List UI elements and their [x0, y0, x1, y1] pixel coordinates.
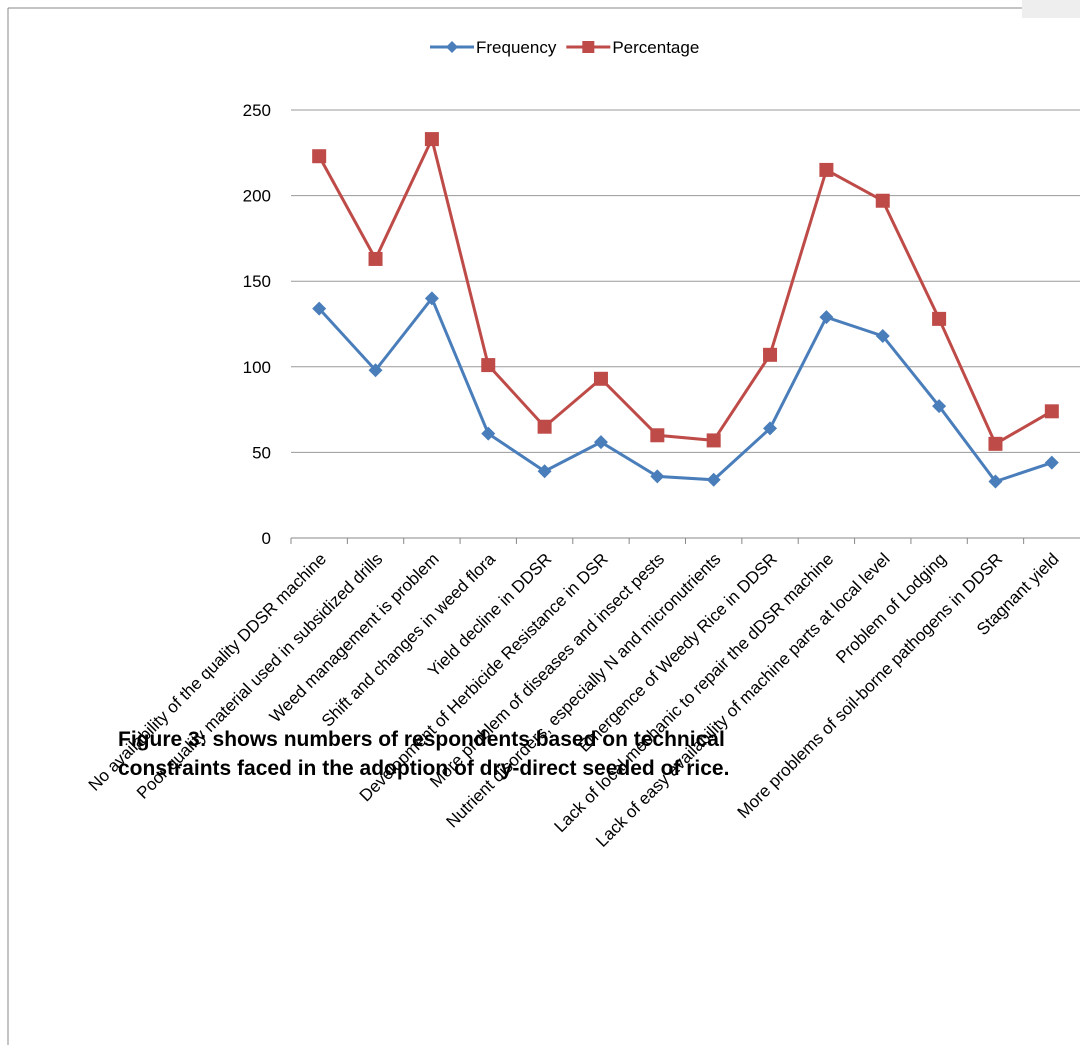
x-tick-label: Problem of Lodging [832, 549, 950, 667]
legend-label: Percentage [612, 38, 699, 57]
point [875, 328, 890, 343]
point [650, 428, 665, 443]
point [988, 436, 1003, 451]
point [593, 371, 608, 386]
corner-box [1022, 0, 1080, 18]
point [312, 301, 327, 316]
point [763, 421, 778, 436]
point [932, 311, 947, 326]
y-tick-label: 200 [243, 187, 271, 206]
series-line [318, 295, 1053, 484]
point [593, 435, 608, 450]
series-line [317, 134, 1053, 446]
caption: constraints faced in the adoption of dry… [118, 757, 729, 780]
point [650, 469, 665, 484]
point [481, 426, 496, 441]
y-tick-label: 0 [262, 529, 271, 548]
point [312, 149, 327, 164]
point [988, 474, 1003, 489]
point [706, 472, 721, 487]
point [1044, 404, 1059, 419]
point [706, 433, 721, 448]
point [424, 132, 439, 147]
point [537, 419, 552, 434]
point [875, 193, 890, 208]
point [368, 251, 383, 266]
legend-label: Frequency [476, 38, 557, 57]
y-tick-label: 250 [243, 101, 271, 120]
legend-marker [582, 41, 595, 53]
caption: Figure 3: shows numbers of respondents b… [118, 728, 725, 751]
y-tick-label: 150 [243, 272, 271, 291]
point [481, 358, 496, 373]
x-tick-label: More problems of soil-borne pathogens in… [734, 549, 1007, 822]
point [537, 464, 552, 479]
y-tick-label: 50 [252, 443, 271, 462]
point [368, 363, 383, 378]
point [819, 162, 834, 177]
point [424, 291, 439, 306]
y-tick-label: 100 [243, 358, 271, 377]
point [763, 347, 778, 362]
legend-marker [446, 41, 458, 53]
point [1044, 455, 1059, 470]
x-tick-label: Emergence of Weedy Rice in DDSR [575, 549, 781, 755]
point [819, 310, 834, 325]
point [932, 399, 947, 414]
